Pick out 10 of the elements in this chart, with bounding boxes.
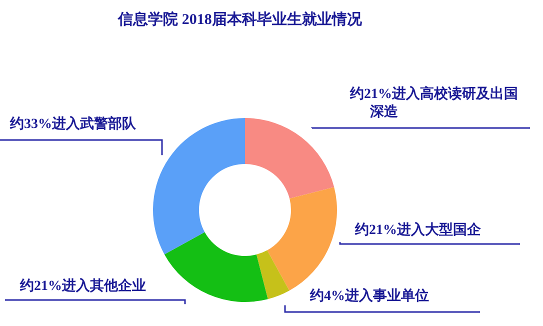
slice-label: 约33%进入武警部队 [9, 115, 137, 132]
slice-label: 约21%进入其他企业 [19, 278, 146, 294]
slice-label: 约21%进入大型国企 [354, 222, 482, 238]
chart-title: 信息学院 2018届本科毕业生就业情况 [117, 11, 363, 28]
donut-slice [153, 118, 245, 254]
donut-slice [164, 232, 268, 302]
donut-slice [245, 118, 334, 199]
donut-slice [256, 250, 290, 300]
slice-label: 约21%进入高校读研及出国深造 [349, 85, 518, 120]
slice-label: 约4%进入事业单位 [309, 288, 429, 304]
